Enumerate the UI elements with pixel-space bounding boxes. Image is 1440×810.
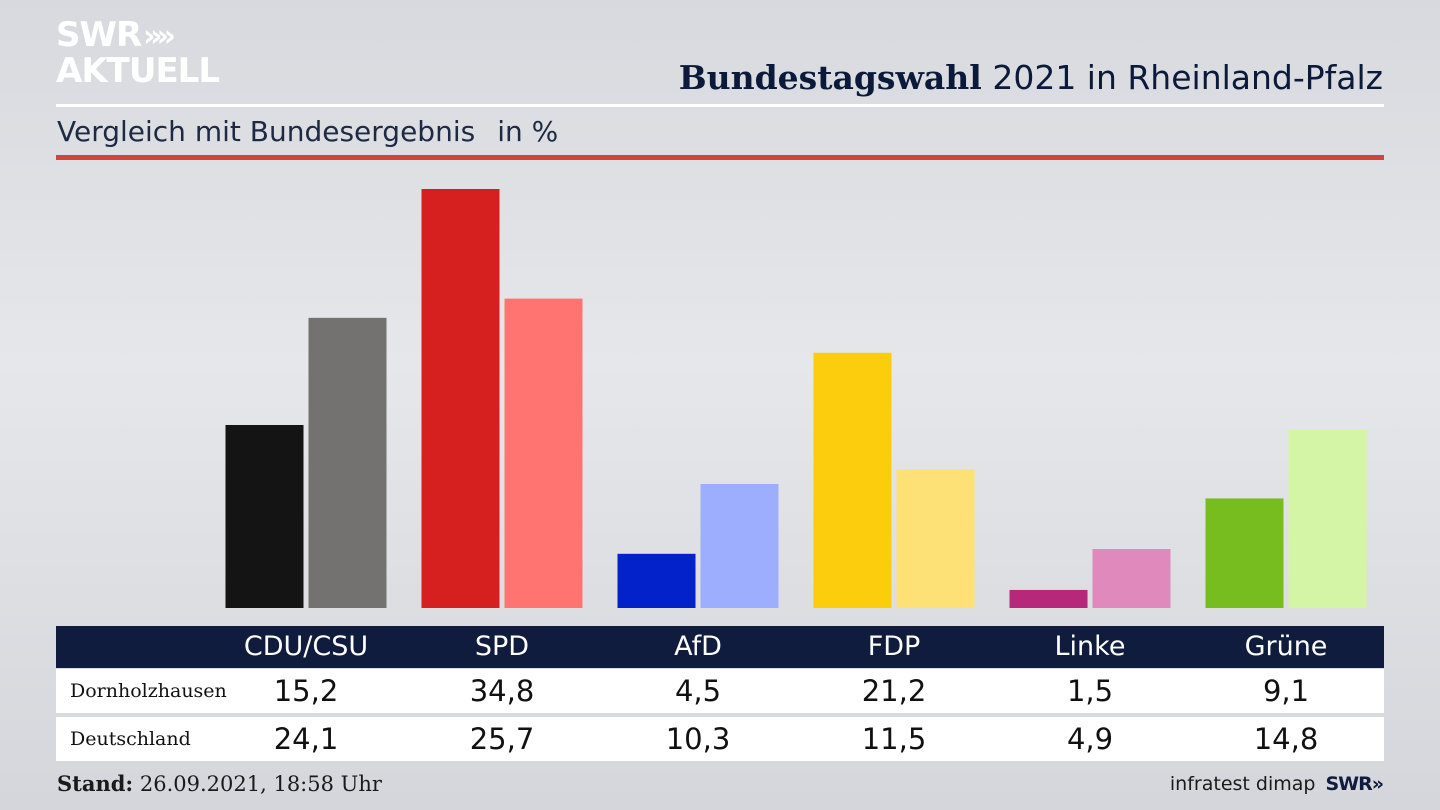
bar-gr-ne-dornholzhausen (1205, 498, 1284, 608)
value-cell: 10,3 (665, 722, 731, 756)
bar-cdu-csu-deutschland (308, 317, 387, 608)
logo-aktuell-text: AKTUELL (56, 51, 220, 91)
page-title: Bundestagswahl 2021 in Rheinland-Pfalz (679, 58, 1383, 97)
value-cell: 11,5 (861, 722, 927, 756)
value-cell: 4,9 (1066, 722, 1114, 756)
bar-linke-deutschland (1092, 549, 1171, 608)
bar-fdp-dornholzhausen (813, 352, 892, 608)
bar-spd-dornholzhausen (421, 189, 500, 608)
header-divider (56, 104, 1384, 107)
source-institute: infratest dimap (1169, 773, 1316, 795)
subtitle-text: Vergleich mit Bundesergebnis (57, 115, 476, 148)
source-credit: infratest dimap SWR» (1169, 773, 1384, 795)
value-cell: 15,2 (273, 674, 339, 708)
title-bold: Bundestagswahl (678, 58, 982, 97)
value-cell: 1,5 (1066, 674, 1114, 708)
value-cell: 21,2 (861, 674, 927, 708)
table-row: Dornholzhausen 15,2 34,8 4,5 21,2 1,5 9,1 (56, 669, 1384, 713)
bar-fdp-deutschland (896, 469, 975, 608)
row-label-dornholzhausen: Dornholzhausen (70, 680, 227, 702)
bar-linke-dornholzhausen (1009, 589, 1088, 608)
bar-afd-deutschland (700, 483, 779, 608)
bar-spd-deutschland (504, 298, 583, 608)
title-rest: 2021 in Rheinland-Pfalz (992, 58, 1383, 97)
timestamp: Stand: 26.09.2021, 18:58 Uhr (57, 771, 382, 796)
category-label: SPD (474, 631, 530, 662)
category-label: CDU/CSU (243, 631, 369, 662)
table-header-row: CDU/CSU SPD AfD FDP Linke Grüne (56, 626, 1384, 668)
subtitle-unit: in % (497, 115, 559, 148)
category-label: FDP (867, 631, 921, 662)
row-label-deutschland: Deutschland (70, 728, 191, 750)
bar-gr-ne-deutschland (1288, 429, 1367, 608)
swr-logo-small: SWR» (1325, 773, 1384, 795)
category-label: Grüne (1244, 631, 1328, 662)
stand-label: Stand: (57, 771, 134, 796)
value-cell: 24,1 (273, 722, 339, 756)
value-cell: 14,8 (1253, 722, 1319, 756)
swr-aktuell-logo: SWR»» AKTUELL (56, 15, 220, 91)
bar-afd-dornholzhausen (617, 553, 696, 608)
category-label: AfD (674, 631, 722, 662)
logo-swr-text: SWR (56, 15, 142, 55)
value-cell: 4,5 (674, 674, 722, 708)
table-row: Deutschland 24,1 25,7 10,3 11,5 4,9 14,8 (56, 717, 1384, 761)
value-cell: 9,1 (1262, 674, 1310, 708)
chart-subtitle: Vergleich mit Bundesergebnis in % (57, 115, 558, 148)
stand-value: 26.09.2021, 18:58 Uhr (139, 772, 382, 796)
category-label: Linke (1054, 631, 1126, 662)
bar-cdu-csu-dornholzhausen (225, 424, 304, 608)
value-cell: 25,7 (469, 722, 535, 756)
value-cell: 34,8 (469, 674, 535, 708)
accent-divider (56, 155, 1384, 160)
